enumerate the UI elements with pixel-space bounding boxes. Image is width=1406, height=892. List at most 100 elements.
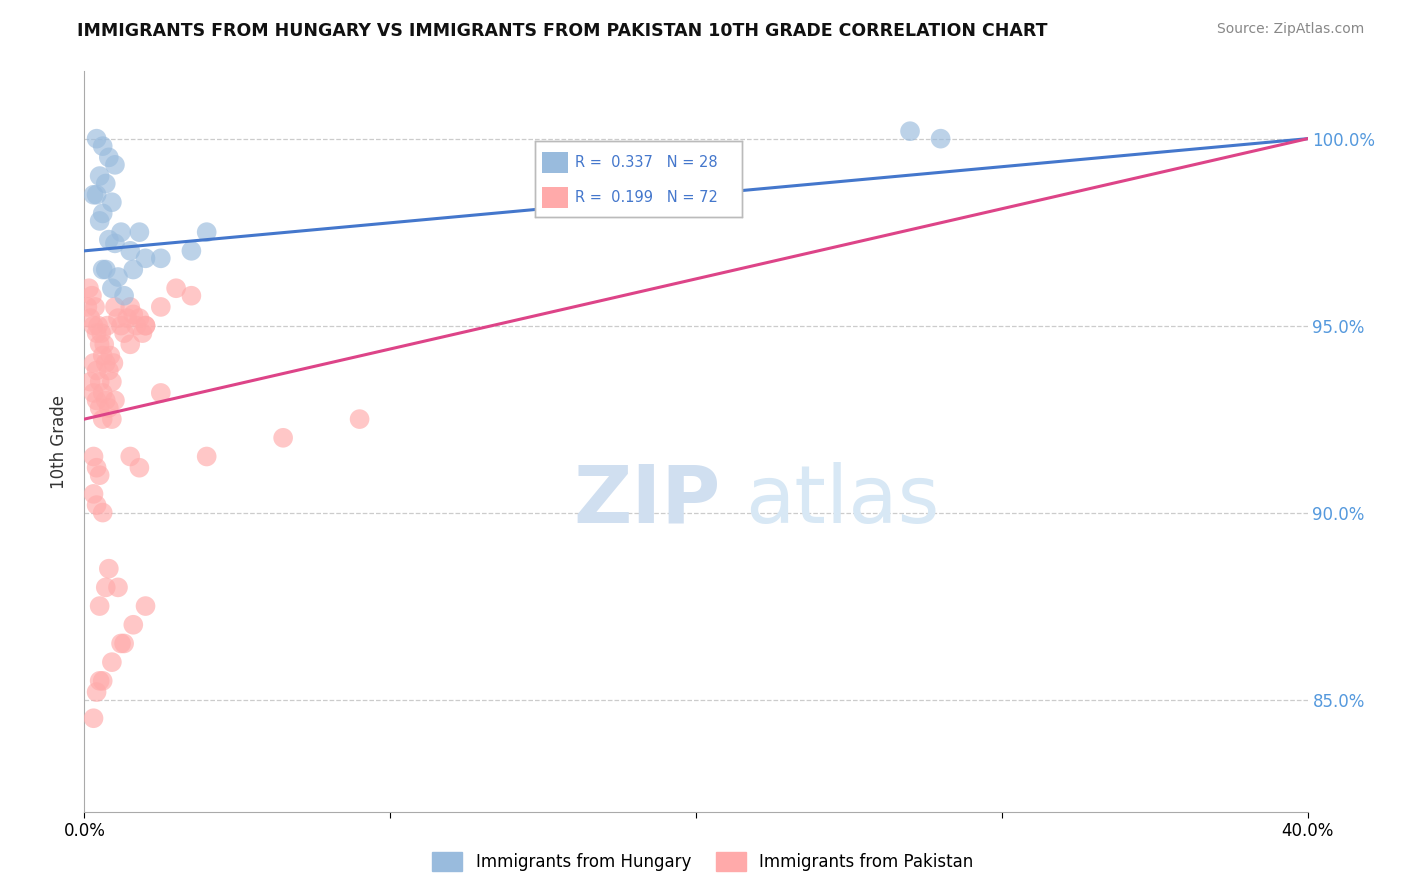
Point <box>103 356 125 370</box>
Point <box>898 124 921 138</box>
Point <box>149 386 172 401</box>
Point <box>83 318 105 333</box>
Point <box>86 498 108 512</box>
Point <box>135 252 157 266</box>
Point <box>89 599 111 613</box>
Point <box>107 580 129 594</box>
Point <box>86 460 108 475</box>
Point <box>122 262 145 277</box>
Point <box>79 311 101 326</box>
Point <box>104 300 127 314</box>
Text: R =  0.337   N = 28: R = 0.337 N = 28 <box>575 155 717 170</box>
Point <box>128 225 150 239</box>
Point <box>90 326 112 340</box>
Point <box>149 252 172 266</box>
Point <box>96 318 118 333</box>
Point <box>91 506 114 520</box>
Point <box>84 300 107 314</box>
Point <box>91 349 114 363</box>
Point <box>195 450 218 464</box>
Point <box>89 214 111 228</box>
Point <box>135 599 157 613</box>
Point <box>83 187 105 202</box>
Point <box>97 150 120 164</box>
Bar <box>541 152 568 173</box>
Point <box>122 617 145 632</box>
Point <box>128 460 150 475</box>
Point <box>83 386 105 401</box>
Point <box>83 356 105 370</box>
Text: Source: ZipAtlas.com: Source: ZipAtlas.com <box>1216 22 1364 37</box>
Point <box>271 431 294 445</box>
Point <box>101 375 124 389</box>
Point <box>89 468 111 483</box>
Text: atlas: atlas <box>745 462 939 540</box>
Point <box>91 673 114 688</box>
Point <box>89 375 111 389</box>
Point <box>98 349 121 363</box>
Point <box>128 311 150 326</box>
Point <box>112 289 135 303</box>
Point <box>86 326 108 340</box>
Point <box>122 307 145 321</box>
Point <box>94 580 117 594</box>
Point <box>91 206 114 220</box>
Point <box>180 289 202 303</box>
Point <box>112 636 135 650</box>
Point <box>195 225 218 239</box>
Point <box>86 685 108 699</box>
Point <box>79 375 101 389</box>
Point <box>83 711 105 725</box>
Point <box>107 311 129 326</box>
Point <box>76 300 98 314</box>
Legend: Immigrants from Hungary, Immigrants from Pakistan: Immigrants from Hungary, Immigrants from… <box>425 843 981 880</box>
Point <box>91 412 114 426</box>
Point <box>101 412 124 426</box>
Point <box>110 225 132 239</box>
Point <box>104 393 127 408</box>
Text: IMMIGRANTS FROM HUNGARY VS IMMIGRANTS FROM PAKISTAN 10TH GRADE CORRELATION CHART: IMMIGRANTS FROM HUNGARY VS IMMIGRANTS FR… <box>77 22 1047 40</box>
Point <box>120 300 142 314</box>
Point <box>89 337 111 351</box>
Point <box>929 131 952 145</box>
Point <box>89 401 111 415</box>
Point <box>89 673 111 688</box>
Text: R =  0.199   N = 72: R = 0.199 N = 72 <box>575 190 717 205</box>
Point <box>112 326 135 340</box>
Point <box>91 262 114 277</box>
Point <box>131 326 153 340</box>
Point <box>77 281 100 295</box>
Point <box>107 270 129 285</box>
Point <box>86 187 108 202</box>
Point <box>91 386 114 401</box>
Point <box>97 363 120 377</box>
Point <box>83 487 105 501</box>
Point <box>83 450 105 464</box>
Text: ZIP: ZIP <box>574 462 720 540</box>
Point <box>115 311 138 326</box>
Point <box>80 289 103 303</box>
Point <box>89 169 111 183</box>
Point <box>93 337 115 351</box>
Point <box>97 401 120 415</box>
Point <box>110 318 132 333</box>
Point <box>104 236 127 251</box>
Point <box>101 195 124 210</box>
Y-axis label: 10th Grade: 10th Grade <box>51 394 69 489</box>
Point <box>87 318 110 333</box>
Point <box>125 318 148 333</box>
Point <box>101 281 124 295</box>
Point <box>86 131 108 145</box>
Point <box>97 562 120 576</box>
Point <box>94 356 117 370</box>
Point <box>149 300 172 314</box>
Point <box>135 318 157 333</box>
Point <box>110 636 132 650</box>
Point <box>120 450 142 464</box>
Point <box>94 177 117 191</box>
Point <box>91 139 114 153</box>
Point <box>104 158 127 172</box>
Point <box>94 262 117 277</box>
Point <box>120 244 142 258</box>
Point <box>120 337 142 351</box>
